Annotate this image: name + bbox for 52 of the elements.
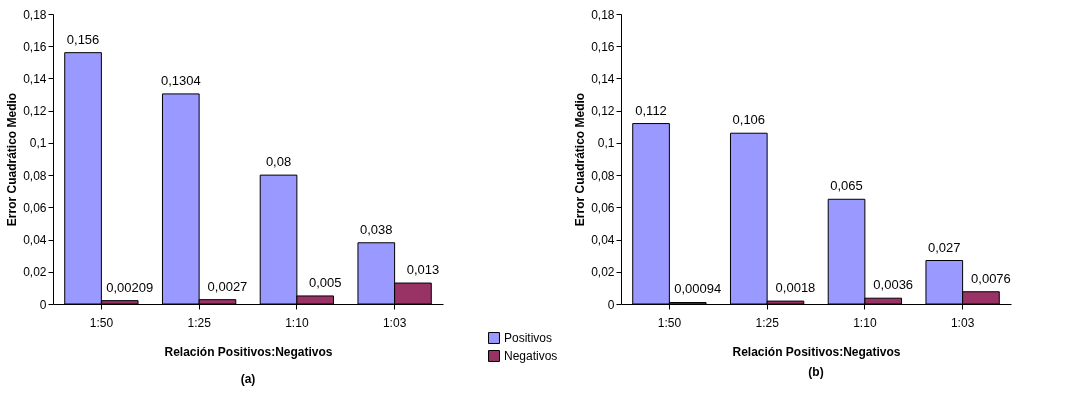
data-label: 0,156 [66,31,100,47]
y-tick-label: 0,14 [23,71,47,86]
legend-label: Negativos [504,349,558,363]
data-label: 0,1304 [160,72,201,88]
data-label: 0,065 [830,178,863,194]
y-tick-label: 0,08 [23,168,47,183]
x-tick-label: 1:25 [755,315,780,330]
data-label: 0,106 [732,112,766,128]
x-tick-label: 1:50 [89,315,114,330]
x-tick-label: 1:50 [657,315,682,330]
y-tick-label: 0,08 [591,168,615,183]
y-tick-label: 0 [39,297,47,312]
legend-label: Positivos [504,331,553,345]
y-tick-label: 0,12 [591,104,615,119]
x-axis-title: Relación Positivos:Negativos [164,344,333,359]
x-tick-label: 1:03 [950,315,975,330]
data-label: 0,038 [360,221,393,237]
y-tick-label: 0,1 [597,136,615,151]
x-tick-label: 1:25 [187,315,212,330]
y-axis-title: Error Cuadrático Medio [5,92,20,227]
y-tick-label: 0,02 [23,265,47,280]
x-tick-label: 1:10 [285,315,309,330]
y-tick-label: 0,02 [591,265,615,280]
y-tick-label: 0,12 [23,104,47,119]
data-label: 0,00209 [106,279,154,295]
y-tick-label: 0,06 [23,200,47,215]
y-tick-label: 0,18 [23,7,47,22]
text: (b) [808,365,824,379]
data-label: 0,112 [635,102,667,118]
data-label: 0,08 [265,154,292,170]
y-tick-label: 0,04 [23,233,47,248]
x-axis-title: Relación Positivos:Negativos [732,344,901,359]
data-label: 0,0027 [207,278,248,294]
y-tick-label: 0,16 [23,39,47,54]
y-tick-label: 0,16 [591,39,615,54]
x-tick-label: 1:10 [853,315,877,330]
y-tick-label: 0 [607,297,615,312]
y-tick-label: 0,06 [591,200,615,215]
data-label: 0,005 [308,274,342,290]
data-label: 0,00094 [674,281,722,297]
y-tick-label: 0,14 [591,71,615,86]
y-tick-label: 0,18 [591,7,615,22]
y-tick-label: 0,1 [29,136,47,151]
y-axis-title: Error Cuadrático Medio [573,92,588,227]
data-label: 0,027 [928,239,961,255]
x-tick-label: 1:03 [382,315,407,330]
y-tick-label: 0,04 [591,233,615,248]
data-label: 0,0018 [775,280,816,296]
data-label: 0,0076 [971,270,1011,286]
text: (a) [240,372,256,386]
data-label: 0,013 [406,262,440,278]
data-label: 0,0036 [873,277,914,293]
